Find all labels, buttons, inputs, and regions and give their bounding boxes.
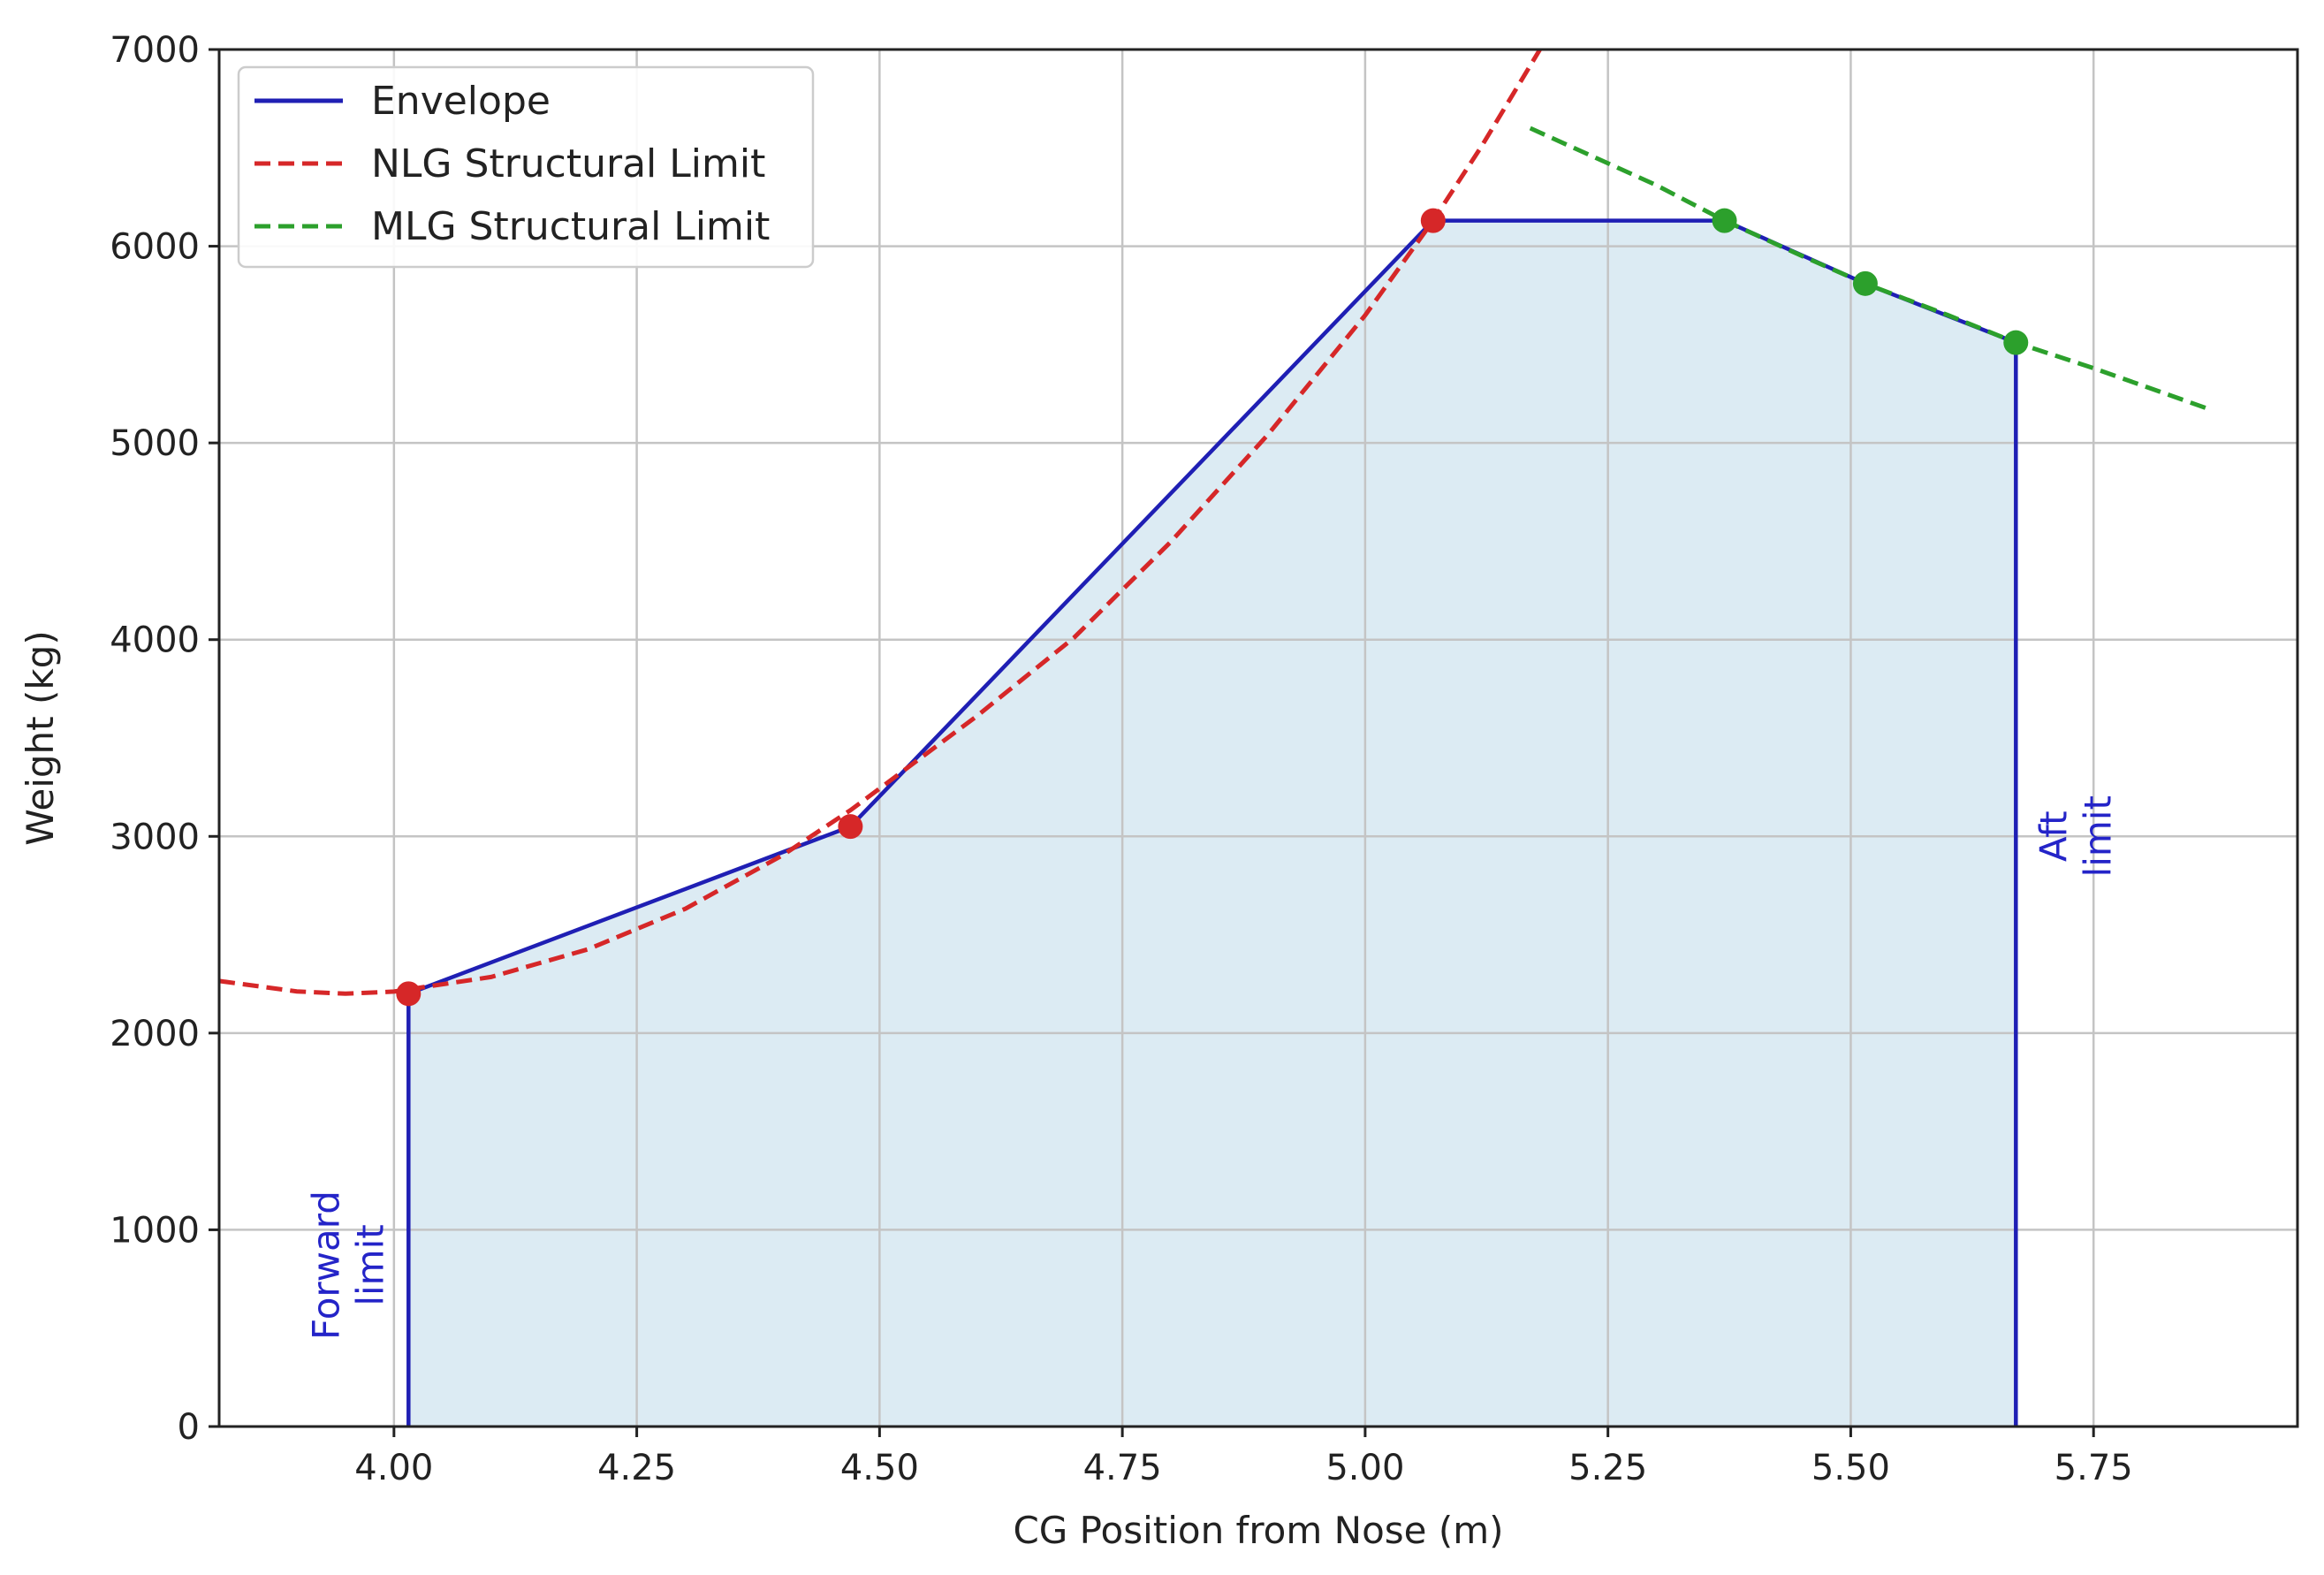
data-point (2003, 330, 2029, 355)
y-tick-label: 1000 (110, 1210, 200, 1251)
x-tick-label: 5.75 (2054, 1448, 2133, 1488)
x-tick-label: 5.50 (1811, 1448, 1890, 1488)
envelope-fill (408, 220, 2016, 1427)
data-point (838, 814, 863, 840)
annotation-forward-limit: Forward limit (304, 1191, 391, 1340)
x-tick-label: 5.25 (1568, 1448, 1647, 1488)
legend-label-envelope: Envelope (371, 79, 551, 124)
data-point (1712, 208, 1737, 233)
plot-frame (217, 48, 2299, 1428)
annotation-text: limit (348, 1224, 391, 1305)
x-axis-label: CG Position from Nose (m) (1013, 1509, 1503, 1552)
x-tick-label: 5.00 (1325, 1448, 1404, 1488)
data-point (396, 981, 422, 1007)
y-tick-label: 2000 (110, 1014, 200, 1054)
annotation-text: limit (2076, 795, 2119, 877)
y-tick-label: 3000 (110, 817, 200, 857)
legend: Envelope NLG Structural Limit MLG Structur… (237, 65, 815, 269)
y-tick-label: 0 (178, 1407, 200, 1448)
x-tick-label: 4.50 (840, 1448, 919, 1488)
x-tick-label: 4.75 (1083, 1448, 1162, 1488)
annotation-text: Forward (304, 1191, 347, 1340)
y-tick-label: 7000 (110, 30, 200, 71)
legend-label-mlg-structural-limit: MLG Structural Limit (371, 204, 770, 249)
data-point (1852, 270, 1878, 296)
y-tick-label: 4000 (110, 620, 200, 661)
series-line-nlg-structural-limit (218, 48, 1542, 996)
x-tick-label: 4.00 (354, 1448, 433, 1488)
legend-box (237, 65, 815, 269)
x-tick-label: 4.25 (597, 1448, 676, 1488)
annotation-text: Aft (2032, 810, 2075, 862)
legend-label-nlg-structural-limit: NLG Structural Limit (371, 141, 765, 186)
annotation-aft-limit: Aft limit (2032, 795, 2119, 877)
y-tick-label: 6000 (110, 227, 200, 268)
y-axis-label: Weight (kg) (19, 630, 62, 845)
data-point (1420, 208, 1446, 233)
y-tick-label: 5000 (110, 423, 200, 464)
